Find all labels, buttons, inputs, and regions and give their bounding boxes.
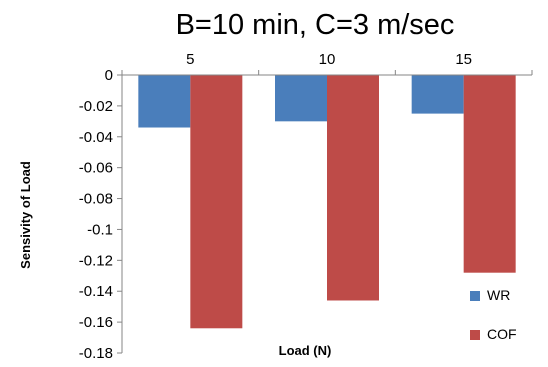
y-tick-label: -0.02: [79, 98, 113, 115]
x-tick-label: 15: [455, 51, 472, 68]
y-tick-label: -0.18: [79, 345, 113, 362]
y-tick-label: -0.14: [79, 283, 113, 300]
y-tick-label: -0.12: [79, 252, 113, 269]
y-tick-label: -0.16: [79, 314, 113, 331]
bar-wr-10: [275, 75, 327, 122]
y-tick-label: -0.06: [79, 160, 113, 177]
y-axis-label: Sensivity of Load: [18, 161, 33, 269]
bar-cof-10: [327, 75, 379, 301]
bars-group: [138, 75, 516, 329]
legend-label-cof: COF: [487, 326, 517, 342]
bar-wr-5: [138, 75, 191, 128]
y-tick-label: 0: [105, 67, 113, 84]
x-tick-label: 5: [186, 51, 194, 68]
x-axis-ticks: 5 10 15: [121, 51, 533, 75]
y-tick-label: -0.04: [79, 129, 113, 146]
bar-cof-15: [463, 75, 516, 273]
legend-swatch-cof: [470, 330, 480, 340]
y-tick-label: -0.08: [79, 191, 113, 208]
chart-title: B=10 min, C=3 m/sec: [176, 9, 455, 41]
legend: WR COF: [470, 287, 517, 342]
x-tick-label: 10: [319, 51, 336, 68]
bar-wr-15: [411, 75, 464, 114]
x-axis-label: Load (N): [279, 343, 332, 358]
legend-label-wr: WR: [487, 287, 510, 303]
legend-swatch-wr: [470, 291, 480, 301]
bar-cof-5: [190, 75, 243, 329]
y-axis-ticks: 0 -0.02 -0.04 -0.06 -0.08 -0.1 -0.12 -0.14 -0.16…: [79, 67, 122, 362]
y-tick-label: -0.1: [87, 221, 113, 238]
